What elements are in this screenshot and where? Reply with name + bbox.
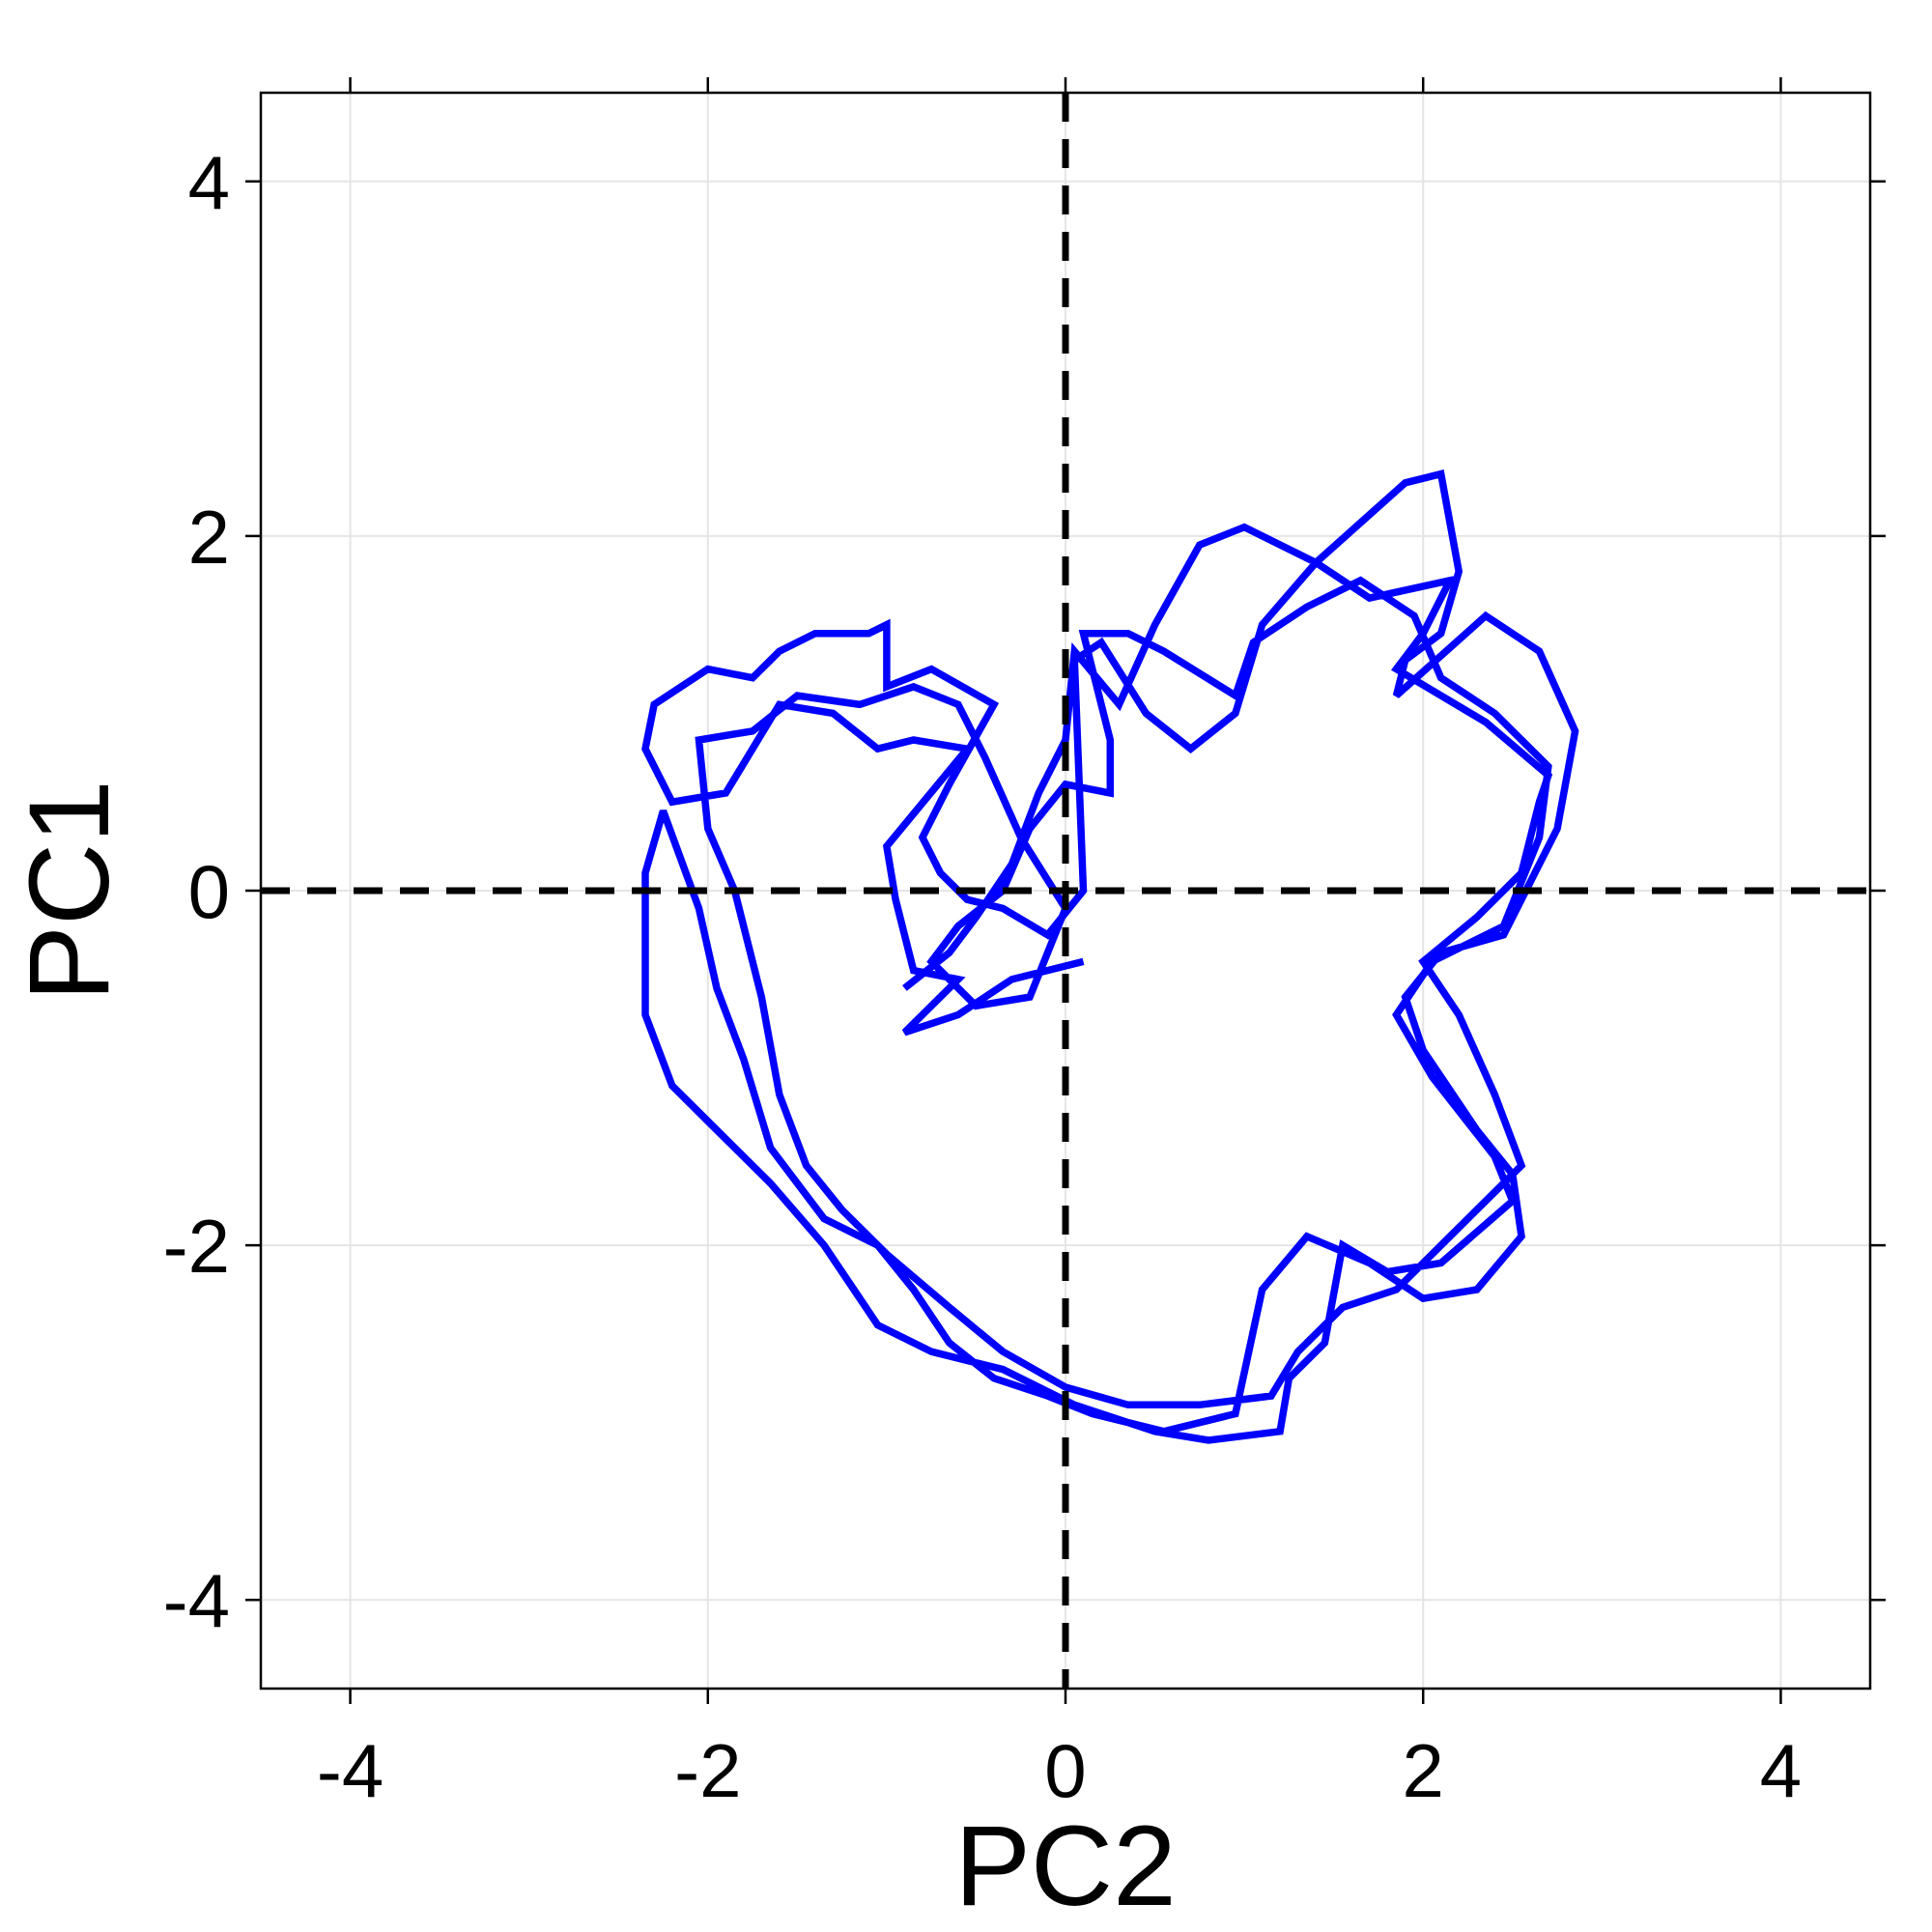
x-axis-title: PC2 [954, 1803, 1177, 1930]
x-tick-label: 4 [1760, 1728, 1802, 1813]
x-tick-label: -4 [317, 1728, 384, 1813]
x-tick-label: -2 [674, 1728, 741, 1813]
y-tick-label: -4 [163, 1558, 230, 1643]
y-axis-title: PC1 [6, 780, 133, 1002]
tick-labels: -4 -2 0 2 4 -4 -2 0 2 4 [163, 140, 1802, 1813]
y-tick-label: -2 [163, 1204, 230, 1289]
y-tick-label: 4 [188, 140, 230, 225]
x-tick-label: 0 [1044, 1728, 1086, 1813]
y-tick-label: 2 [188, 495, 230, 580]
x-tick-label: 2 [1403, 1728, 1444, 1813]
reference-lines [261, 93, 1870, 1689]
ticks [245, 77, 1886, 1704]
series-layer [641, 469, 1579, 1444]
series-line [641, 469, 1579, 1444]
y-tick-label: 0 [188, 849, 230, 934]
